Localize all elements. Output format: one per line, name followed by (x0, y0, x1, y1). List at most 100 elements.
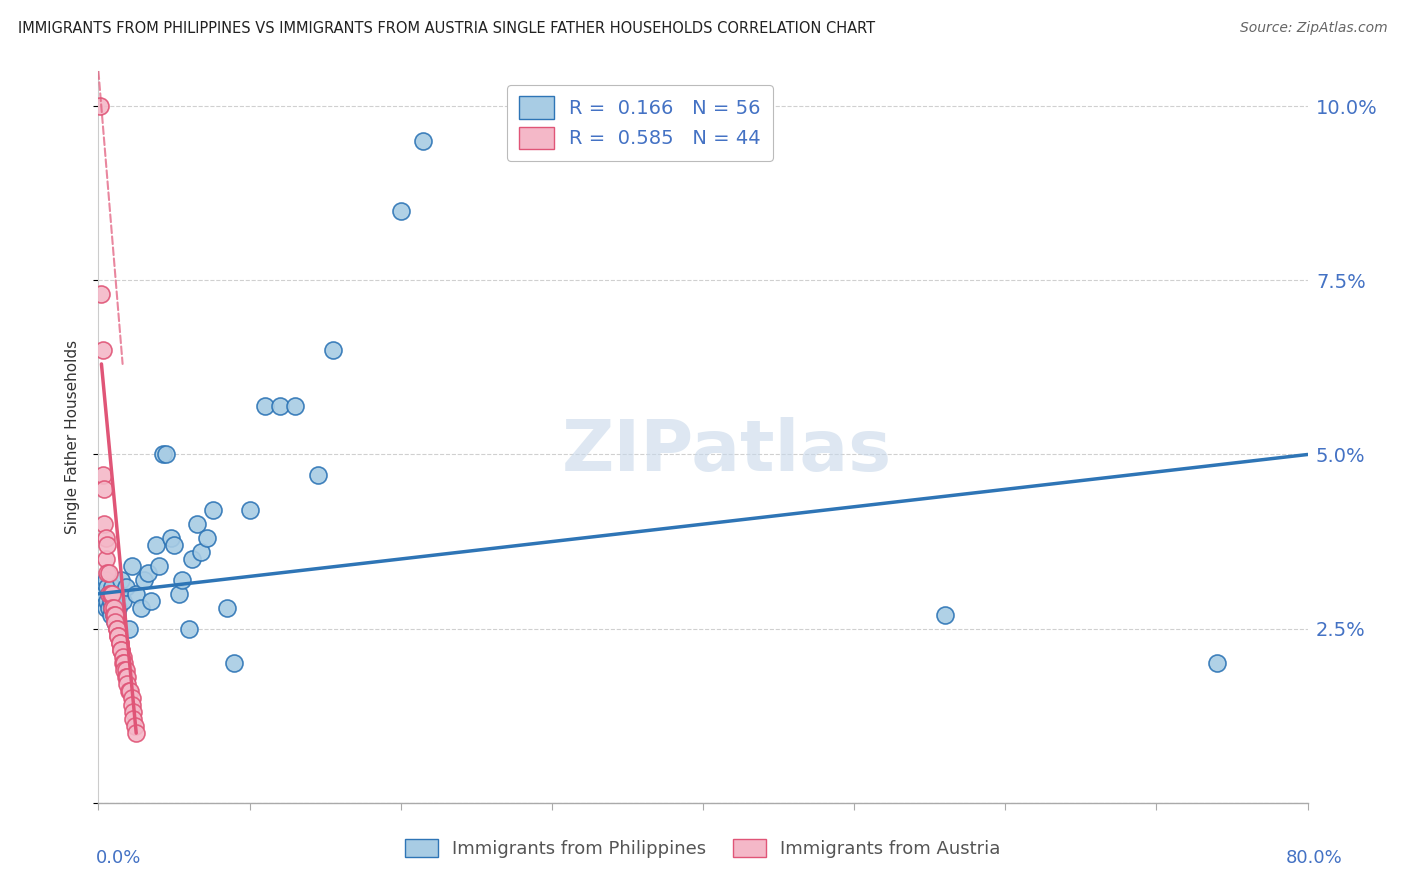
Point (112, 664, 135, 678)
Point (121, 698, 143, 713)
Point (215, 600, 238, 615)
Point (90, 287, 112, 301)
Point (105, 622, 128, 636)
Point (115, 677, 138, 691)
Point (269, 399, 291, 413)
Point (108, 635, 131, 649)
Point (105, 600, 128, 615)
Point (104, 607, 127, 622)
Point (100, 594, 122, 608)
Point (152, 448, 174, 462)
Point (114, 580, 136, 594)
Point (110, 642, 132, 657)
Point (129, 600, 152, 615)
Point (121, 691, 143, 706)
Point (107, 629, 129, 643)
Point (108, 635, 131, 649)
Point (107, 587, 129, 601)
Point (155, 448, 177, 462)
Point (94, 552, 117, 566)
Point (389, 203, 412, 218)
Point (96, 538, 118, 552)
Point (93, 587, 115, 601)
Point (412, 134, 434, 148)
Point (118, 684, 141, 698)
Point (167, 587, 190, 601)
Text: ZIPatlas: ZIPatlas (562, 417, 893, 486)
Legend: Immigrants from Philippines, Immigrants from Austria: Immigrants from Philippines, Immigrants … (398, 831, 1008, 865)
Point (94, 600, 117, 615)
Point (110, 573, 132, 587)
Point (96, 580, 118, 594)
Point (94, 573, 117, 587)
Point (103, 600, 125, 615)
Point (101, 600, 124, 615)
Point (163, 538, 186, 552)
Point (1206, 657, 1229, 671)
Point (122, 712, 145, 726)
Point (103, 587, 125, 601)
Point (112, 657, 135, 671)
Point (124, 719, 146, 733)
Point (121, 558, 143, 573)
Text: Source: ZipAtlas.com: Source: ZipAtlas.com (1240, 21, 1388, 36)
Point (100, 607, 122, 622)
Point (322, 343, 344, 357)
Point (224, 657, 246, 671)
Point (96, 566, 118, 580)
Point (120, 684, 142, 698)
Point (195, 531, 218, 545)
Point (114, 670, 136, 684)
Point (98, 587, 121, 601)
Point (170, 573, 193, 587)
Point (104, 594, 127, 608)
Point (148, 558, 170, 573)
Point (186, 517, 208, 532)
Point (105, 622, 128, 636)
Point (100, 587, 122, 601)
Point (179, 622, 201, 636)
Point (132, 573, 155, 587)
Point (101, 587, 124, 601)
Point (98, 566, 121, 580)
Text: 80.0%: 80.0% (1286, 849, 1343, 867)
Point (253, 399, 276, 413)
Point (93, 517, 115, 532)
Point (91, 468, 114, 483)
Point (181, 552, 204, 566)
Point (91, 580, 114, 594)
Legend: R =  0.166   N = 56, R =  0.585   N = 44: R = 0.166 N = 56, R = 0.585 N = 44 (508, 85, 773, 161)
Point (98, 587, 121, 601)
Point (111, 657, 134, 671)
Point (101, 580, 124, 594)
Text: IMMIGRANTS FROM PHILIPPINES VS IMMIGRANTS FROM AUSTRIA SINGLE FATHER HOUSEHOLDS : IMMIGRANTS FROM PHILIPPINES VS IMMIGRANT… (18, 21, 876, 37)
Point (89, 99, 111, 113)
Point (104, 615, 127, 629)
Point (107, 629, 129, 643)
Point (136, 566, 159, 580)
Point (284, 399, 307, 413)
Point (103, 607, 125, 622)
Point (107, 600, 129, 615)
Point (145, 538, 167, 552)
Point (110, 642, 132, 657)
Point (93, 483, 115, 497)
Point (118, 622, 141, 636)
Point (111, 594, 134, 608)
Point (114, 664, 136, 678)
Point (91, 343, 114, 357)
Point (934, 607, 956, 622)
Point (125, 587, 148, 601)
Point (103, 607, 125, 622)
Point (125, 726, 148, 740)
Point (94, 531, 117, 545)
Point (141, 594, 163, 608)
Point (98, 600, 121, 615)
Y-axis label: Single Father Households: Single Father Households (65, 340, 80, 534)
Point (101, 600, 124, 615)
Point (115, 670, 138, 684)
Point (160, 531, 183, 545)
Text: 0.0%: 0.0% (96, 849, 141, 867)
Point (122, 705, 145, 719)
Point (190, 545, 212, 559)
